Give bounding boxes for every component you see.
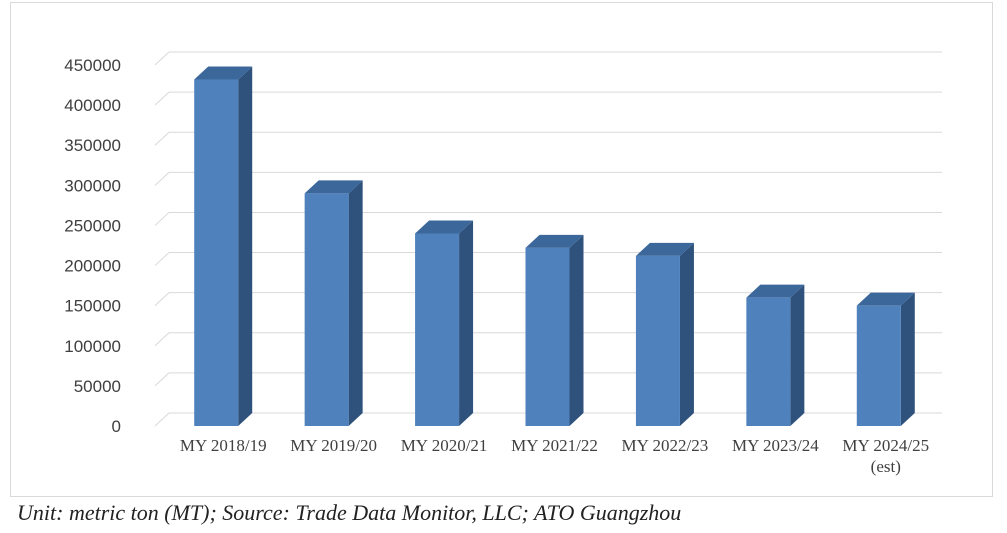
bar-side [790,284,805,426]
x-tick-label: (est) [871,457,901,476]
bar [635,242,694,426]
gridline-depth [154,332,170,347]
bar-front [635,255,680,426]
bar-front [415,233,460,426]
bar-top [415,220,474,234]
y-tick-label: 350000 [64,136,121,155]
x-tick-label: MY 2021/22 [511,436,598,455]
bar-top [746,284,805,298]
x-tick-label: MY 2024/25 [842,436,929,455]
x-axis-ticks: MY 2018/19 MY 2019/20 MY 2020/21 MY 2021/22… [180,436,929,476]
chart-frame: 0 50000 100000 150000 200000 250000 300000 3500… [10,2,993,497]
gridline-depth [154,51,170,66]
bar-front [856,305,901,426]
x-tick-label: MY 2020/21 [401,436,488,455]
y-tick-label: 250000 [64,216,121,235]
y-tick-label: 300000 [64,176,121,195]
bar-side [679,242,694,426]
y-tick-label: 0 [112,417,121,436]
bar-front [746,297,791,426]
x-tick-label: MY 2023/24 [732,436,819,455]
gridline-depth [154,212,170,226]
x-tick-label: MY 2019/20 [290,436,377,455]
x-tick-label: MY 2018/19 [180,436,267,455]
bar [415,220,474,426]
gridline-depth [154,171,170,186]
y-tick-label: 100000 [64,337,121,356]
gridline-depth [154,91,170,106]
y-tick-label: 200000 [64,257,121,276]
gridline-depth [154,292,170,307]
bar-top [856,292,915,306]
bar-top [304,180,363,194]
bar-top [525,234,584,248]
bar-side [459,220,474,426]
bar [746,284,805,426]
bar-top [635,242,694,256]
bar-front [194,79,239,426]
gridline-depth [154,412,170,427]
bar-chart: 0 50000 100000 150000 200000 250000 300000 3500… [64,51,942,476]
bar-side [238,66,253,426]
bar [194,66,253,426]
gridline-depth [154,252,170,266]
bar-side [900,292,915,426]
bar-side [348,180,363,426]
y-tick-label: 50000 [74,377,121,396]
bar [856,292,915,426]
bar-front [525,247,570,426]
gridline-depth [154,372,170,387]
y-tick-label: 450000 [64,56,121,75]
bar [525,234,584,426]
bar-front [304,193,349,426]
x-tick-label: MY 2022/23 [622,436,709,455]
bar-top [194,66,253,80]
y-axis-ticks: 0 50000 100000 150000 200000 250000 300000 3500… [64,56,121,436]
y-tick-label: 150000 [64,297,121,316]
bar-side [569,234,584,426]
bars [194,66,915,426]
gridline-depth [154,131,170,146]
chart-caption: Unit: metric ton (MT); Source: Trade Dat… [17,500,682,525]
y-tick-label: 400000 [64,96,121,115]
bar [304,180,363,426]
